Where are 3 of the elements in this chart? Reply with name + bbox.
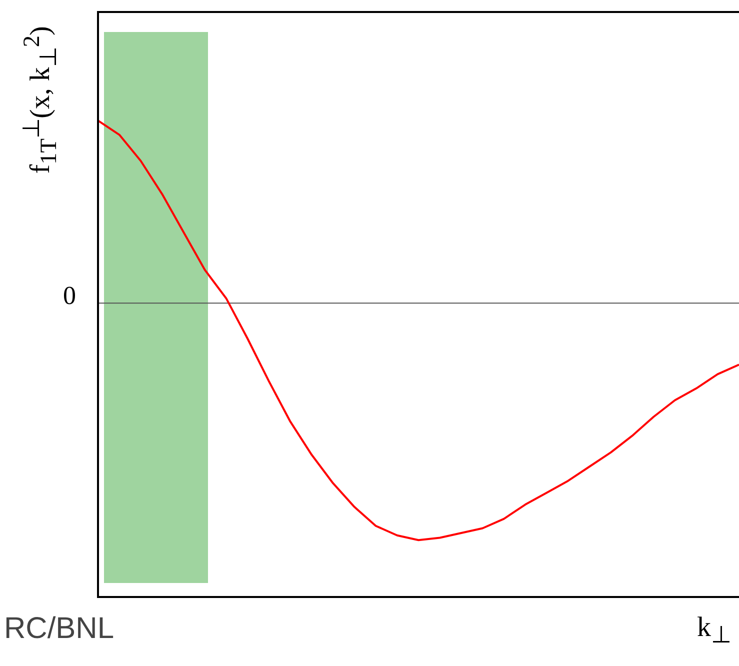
x-axis-title: k$_{⊥}$ [697, 612, 731, 650]
text: 0 [63, 280, 76, 310]
text: RC/BNL [4, 612, 114, 646]
